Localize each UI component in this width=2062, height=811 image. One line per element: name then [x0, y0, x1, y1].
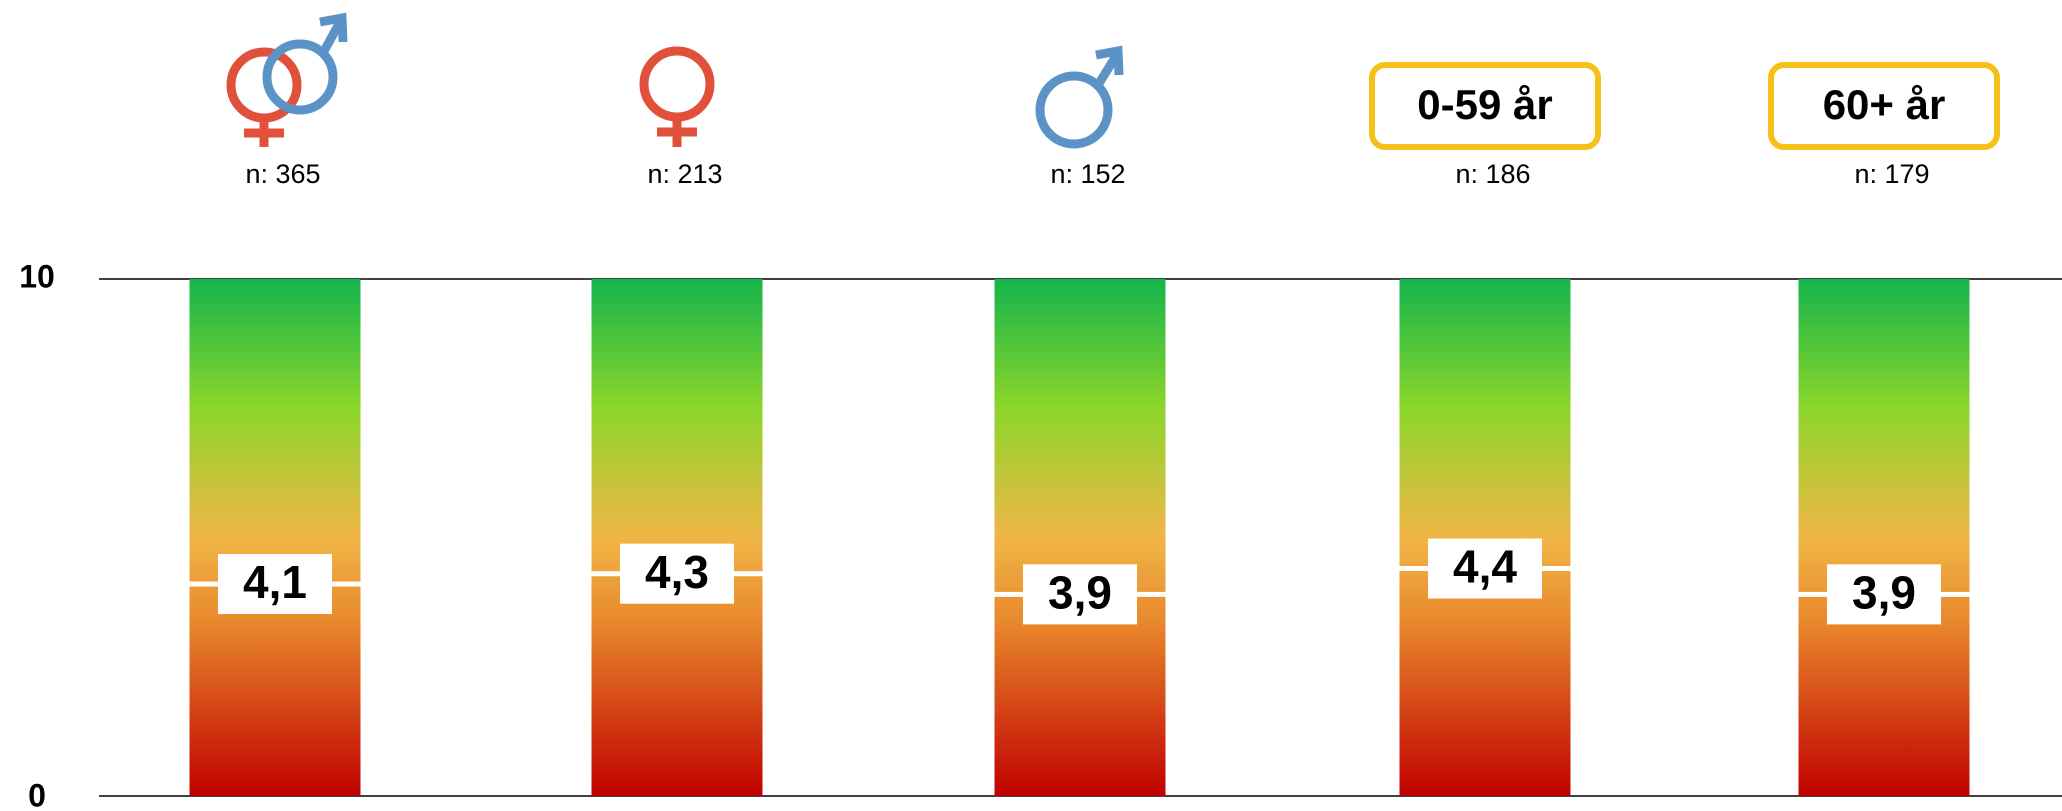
- value-label-box: [1827, 564, 1941, 625]
- bar: [1399, 279, 1571, 796]
- value-label-box: [1023, 564, 1137, 625]
- value-label-box: [620, 543, 734, 604]
- bar: [189, 279, 361, 796]
- bar: [1798, 279, 1970, 796]
- n-label: n: 213: [647, 159, 722, 189]
- category-label: 60+ år: [1823, 81, 1946, 128]
- value-label: 3,9: [1048, 567, 1112, 619]
- y-tick-label: 10: [19, 258, 55, 294]
- n-label: n: 179: [1854, 159, 1929, 189]
- n-label: n: 152: [1050, 159, 1125, 189]
- value-label: 4,3: [645, 546, 709, 598]
- value-label-box: [1428, 538, 1542, 599]
- icon-both: [226, 12, 348, 147]
- y-tick-label: 0: [28, 777, 46, 811]
- value-label: 3,9: [1852, 567, 1916, 619]
- value-label-box: [218, 554, 332, 615]
- category-label: 0-59 år: [1417, 81, 1552, 128]
- category-box: [1768, 62, 2000, 150]
- icon-female: [639, 46, 715, 147]
- value-label: 4,1: [243, 556, 307, 608]
- n-label: n: 186: [1455, 159, 1530, 189]
- category-box: [1369, 62, 1601, 150]
- bar: [994, 279, 1166, 796]
- icon-male: [1035, 45, 1124, 149]
- value-label: 4,4: [1453, 541, 1517, 593]
- bar: [591, 279, 763, 796]
- n-label: n: 365: [245, 159, 320, 189]
